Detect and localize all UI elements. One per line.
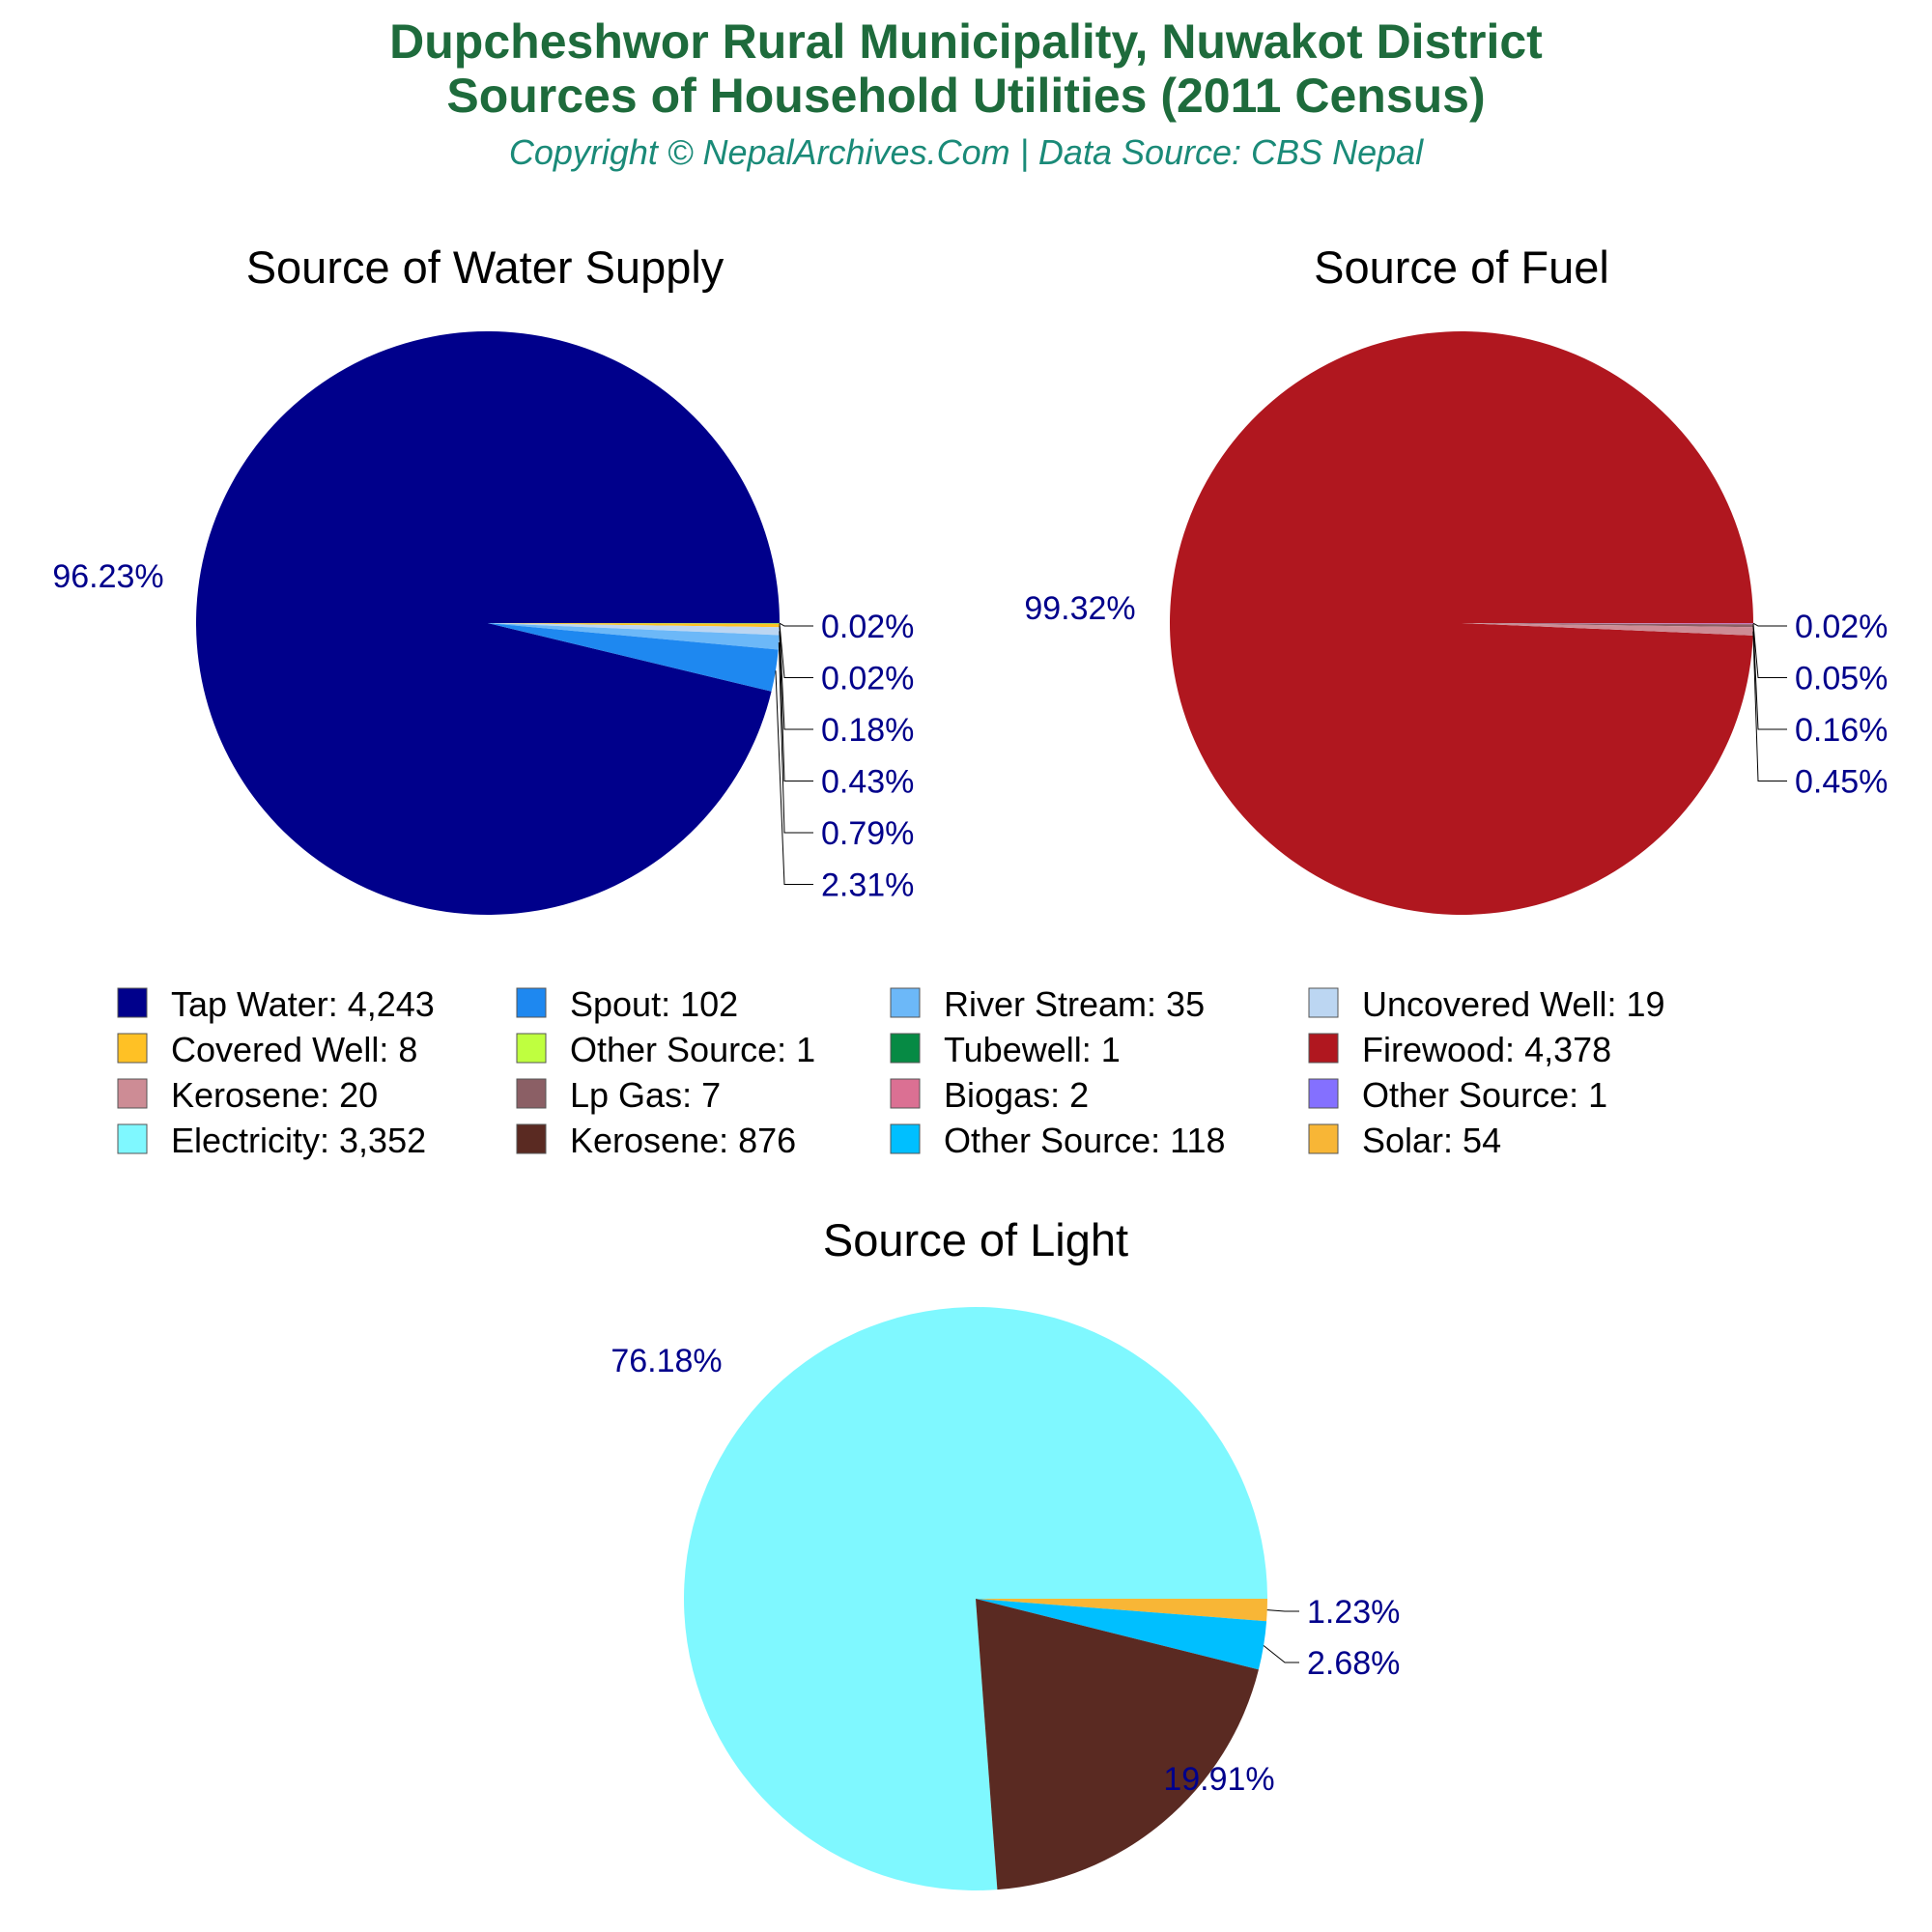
water-supply-pie-title: Source of Water Supply (246, 242, 724, 293)
fuel-pie: Source of Fuel 99.32% 0.02% 0.05% 0.16% 0.45… (1024, 242, 1888, 915)
legend-label: Tubewell: 1 (944, 1030, 1121, 1069)
legend-label: Tap Water: 4,243 (171, 984, 435, 1024)
legend-swatch (890, 1033, 921, 1064)
pie-pct-label: 0.02% (821, 609, 914, 645)
legend-swatch (117, 1078, 148, 1109)
light-pie-title: Source of Light (823, 1214, 1128, 1265)
legend-swatch (1308, 1033, 1339, 1064)
pie-pct-label: 2.68% (1307, 1645, 1400, 1682)
pie-slice-kerosene (976, 1599, 1259, 1890)
pie-pct-label: 0.45% (1795, 764, 1888, 801)
legend-label: Other Source: 1 (1362, 1075, 1607, 1115)
legend-label: Firewood: 4,378 (1362, 1030, 1611, 1069)
fuel-pie-title: Source of Fuel (1314, 242, 1609, 293)
pie-slice-lp-gas (1462, 623, 1753, 628)
pie-slice-covered-well (488, 623, 780, 628)
pct-leader-line (778, 641, 813, 834)
pct-leader-line (1752, 625, 1787, 730)
legend-swatch (1308, 1123, 1339, 1154)
pie-pct-label: 0.16% (1795, 712, 1888, 749)
pie-pct-label: 76.18% (611, 1343, 722, 1379)
legend-swatch (1308, 1078, 1339, 1109)
pie-pct-label: 2.31% (821, 867, 914, 904)
pie-pct-label: 19.91% (1163, 1761, 1274, 1798)
legend-swatch (1308, 987, 1339, 1018)
legend-swatch (516, 1033, 547, 1064)
pct-leader-line (1263, 1645, 1299, 1663)
legend-label: Spout: 102 (570, 984, 738, 1024)
legend-swatch (117, 1033, 148, 1064)
pct-leader-line (1752, 623, 1787, 678)
light-pie: Source of Light 76.18% 19.91% 1.23% 2.68% (611, 1214, 1400, 1890)
pie-pct-label: 0.02% (1795, 609, 1888, 645)
legend-swatch (117, 987, 148, 1018)
legend-label: Covered Well: 8 (171, 1030, 417, 1069)
legend-label: Electricity: 3,352 (171, 1121, 426, 1160)
legend-swatch (516, 1123, 547, 1154)
pie-pct-label: 0.05% (1795, 661, 1888, 697)
chart-subtitle: Copyright © NepalArchives.Com | Data Sou… (509, 132, 1424, 172)
pie-pct-label: 0.02% (821, 661, 914, 697)
pct-leader-line (1752, 631, 1787, 781)
legend-label: Other Source: 1 (570, 1030, 815, 1069)
pct-leader-line (779, 622, 813, 627)
pie-slice-tap-water (195, 330, 780, 915)
pie-pct-label: 99.32% (1024, 590, 1135, 627)
pie-slice-firewood (1170, 330, 1753, 915)
legend-swatch (516, 1078, 547, 1109)
legend-swatch (117, 1123, 148, 1154)
legend-swatch (890, 1123, 921, 1154)
legend-label: Lp Gas: 7 (570, 1075, 721, 1115)
pct-leader-line (1752, 622, 1787, 627)
pie-pct-label: 0.79% (821, 815, 914, 852)
legend-swatch (890, 987, 921, 1018)
pie-slice-other-source (488, 623, 780, 624)
legend-swatch (516, 987, 547, 1018)
pct-leader-line (779, 625, 813, 730)
legend-label: Uncovered Well: 19 (1362, 984, 1665, 1024)
pct-leader-line (779, 631, 813, 781)
chart-title-line1: Dupcheshwor Rural Municipality, Nuwakot … (389, 14, 1543, 69)
pie-pct-label: 0.18% (821, 712, 914, 749)
pie-slice-spout (488, 623, 779, 692)
pie-slice-other-source (976, 1599, 1267, 1670)
pie-slice-solar (976, 1599, 1267, 1622)
pie-slice-electricity (684, 1306, 1267, 1890)
pie-slice-biogas (1462, 623, 1753, 625)
water-supply-pie: Source of Water Supply 96.23% 0.02% 0.02% 0… (52, 242, 914, 915)
chart-title-line2: Sources of Household Utilities (2011 Cen… (446, 69, 1485, 123)
pie-slice-kerosene (1462, 623, 1753, 636)
legend-swatch (890, 1078, 921, 1109)
legend: Tap Water: 4,243 Spout: 102 River Stream: … (117, 984, 1665, 1160)
pie-slice-uncovered-well (488, 623, 780, 636)
legend-label: Other Source: 118 (944, 1121, 1226, 1160)
legend-label: Biogas: 2 (944, 1075, 1089, 1115)
legend-label: Solar: 54 (1362, 1121, 1501, 1160)
pct-leader-line (1266, 1609, 1299, 1612)
legend-label: Kerosene: 20 (171, 1075, 378, 1115)
legend-label: River Stream: 35 (944, 984, 1205, 1024)
pie-pct-label: 0.43% (821, 764, 914, 801)
pct-leader-line (775, 670, 813, 885)
pie-slice-river-stream (488, 623, 780, 650)
pie-pct-label: 1.23% (1307, 1594, 1400, 1631)
legend-label: Kerosene: 876 (570, 1121, 796, 1160)
pct-leader-line (779, 623, 813, 678)
pie-pct-label: 96.23% (52, 558, 163, 595)
